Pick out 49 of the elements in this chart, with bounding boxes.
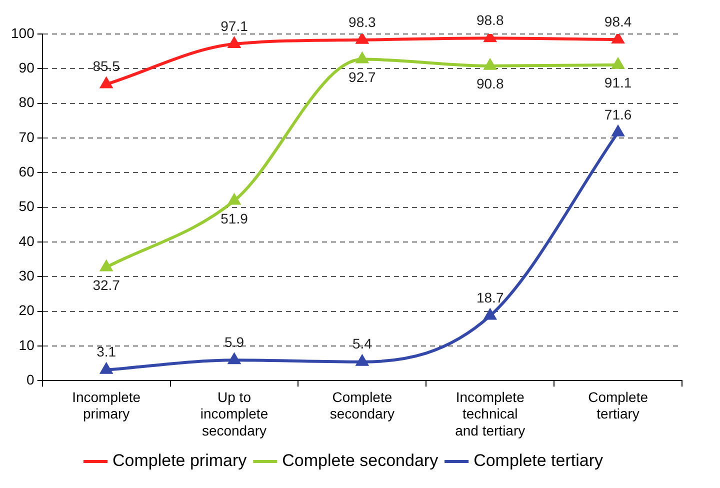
y-tick-label: 90 xyxy=(18,60,35,76)
data-label: 97.1 xyxy=(220,18,248,34)
y-tick-label: 100 xyxy=(11,24,35,41)
point xyxy=(612,126,624,136)
data-label: 32.7 xyxy=(92,277,120,294)
x-tick-label: Complete tertiary xyxy=(588,388,648,422)
data-label: 18.7 xyxy=(476,290,504,306)
point xyxy=(612,34,624,44)
point xyxy=(228,354,240,364)
point xyxy=(228,194,240,205)
data-label: 90.8 xyxy=(476,76,504,92)
y-tick-label: 80 xyxy=(18,94,35,110)
y-tick-label: 10 xyxy=(18,336,35,353)
point xyxy=(228,38,240,48)
point xyxy=(356,355,368,366)
data-label: 51.9 xyxy=(220,210,248,227)
point xyxy=(356,34,368,44)
point xyxy=(484,59,496,70)
point xyxy=(100,260,112,272)
y-tick-label: 20 xyxy=(18,302,35,318)
legend-label: Complete tertiary xyxy=(474,451,604,470)
x-tick-label: Up to incomplete secondary xyxy=(200,388,268,438)
point xyxy=(484,309,496,320)
data-label: 85.5 xyxy=(92,58,120,74)
x-tick-label: Incomplete primary xyxy=(72,388,141,422)
x-tick-label: Complete secondary xyxy=(330,388,394,422)
data-label: 98.4 xyxy=(604,13,632,30)
data-label: 3.1 xyxy=(96,344,116,360)
data-label: 92.7 xyxy=(348,69,376,86)
y-tick-label: 40 xyxy=(18,232,35,249)
y-tick-label: 0 xyxy=(26,371,35,388)
data-label: 5.4 xyxy=(352,336,372,352)
data-label: 98.3 xyxy=(348,14,376,30)
legend-label: Complete secondary xyxy=(282,451,439,470)
data-label: 98.8 xyxy=(476,12,504,28)
y-tick-label: 70 xyxy=(18,128,35,145)
point xyxy=(100,78,112,88)
point xyxy=(100,363,112,374)
point xyxy=(484,34,496,42)
point xyxy=(356,52,368,64)
y-tick-label: 30 xyxy=(18,267,35,284)
x-tick-label: Incomplete technical and tertiary xyxy=(455,388,526,438)
data-label: 91.1 xyxy=(604,74,632,91)
y-tick-label: 50 xyxy=(18,198,35,214)
legend-label: Complete primary xyxy=(112,451,248,470)
data-label: 5.9 xyxy=(224,334,244,350)
y-tick-label: 60 xyxy=(18,164,35,180)
point xyxy=(612,58,624,69)
data-label: 71.6 xyxy=(604,106,632,122)
